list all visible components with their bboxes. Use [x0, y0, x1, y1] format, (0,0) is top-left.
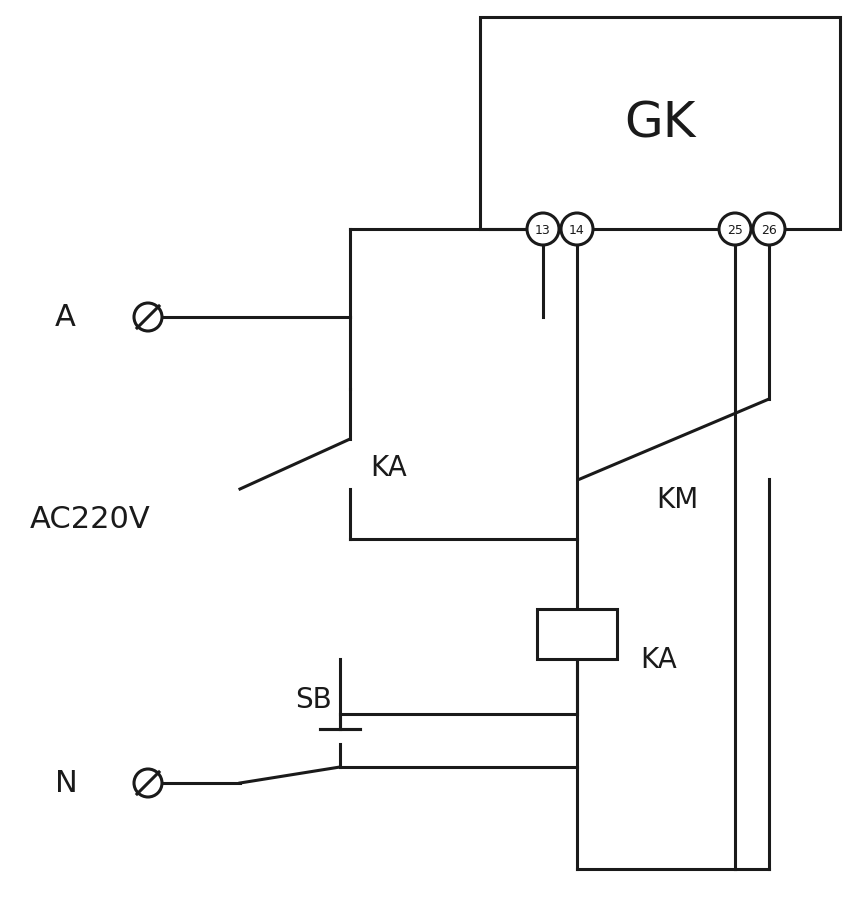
Text: A: A: [55, 303, 76, 332]
Text: SB: SB: [295, 686, 331, 713]
Circle shape: [561, 214, 593, 245]
Circle shape: [134, 303, 162, 332]
Text: KM: KM: [656, 485, 698, 514]
Text: 14: 14: [569, 223, 585, 236]
Text: KA: KA: [640, 645, 677, 674]
Circle shape: [527, 214, 559, 245]
Circle shape: [134, 769, 162, 797]
Text: GK: GK: [624, 100, 696, 148]
Bar: [480, 18, 840, 230]
Text: AC220V: AC220V: [30, 505, 151, 534]
Text: N: N: [55, 768, 78, 798]
Circle shape: [719, 214, 751, 245]
Circle shape: [753, 214, 785, 245]
Text: 13: 13: [535, 223, 551, 236]
Text: 25: 25: [727, 223, 743, 236]
Text: KA: KA: [370, 453, 406, 482]
Bar: [537, 609, 617, 659]
Text: 26: 26: [761, 223, 777, 236]
